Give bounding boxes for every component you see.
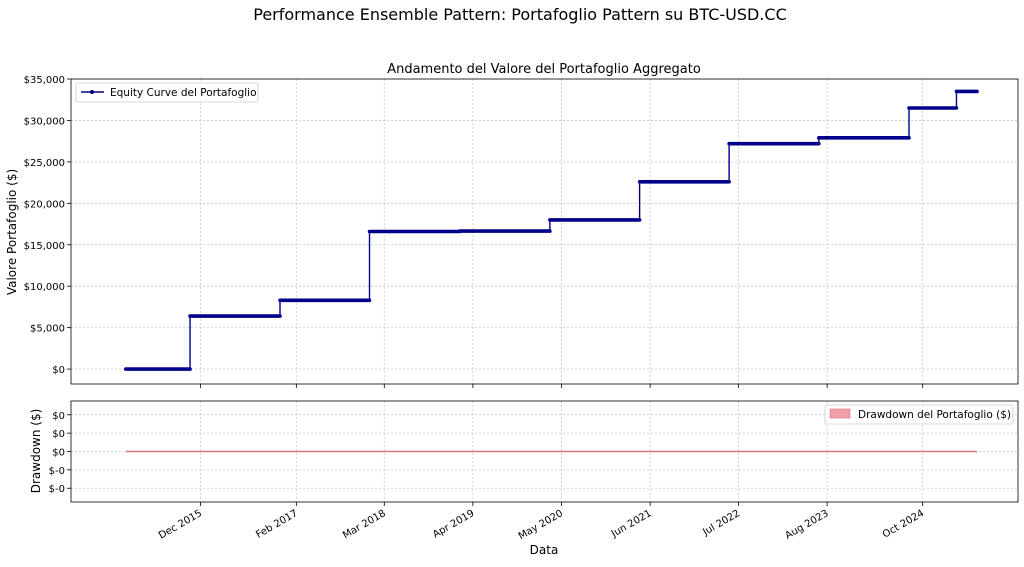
equity-panel: Andamento del Valore del Portafoglio Agg… [5,62,1019,388]
equity-panel-title: Andamento del Valore del Portafoglio Agg… [387,62,701,77]
drawdown-y-tick-label: $-0 [49,484,65,495]
drawdown-x-ticks: Dec 2015 Feb 2017 Mar 2018 Apr 2019 May 2020… [157,502,926,542]
equity-series [124,89,979,371]
x-tick-label: Oct 2024 [881,508,926,540]
x-tick-label: Mar 2018 [341,508,388,541]
equity-y-tick-label: $0 [52,365,65,376]
equity-y-tick-label: $30,000 [24,116,65,127]
equity-x-ticks [200,384,924,388]
drawdown-panel: $-0 $-0 $0 $0 $0 Dec 2015 Feb 2017 Mar 2018 Apr… [29,400,1019,557]
equity-legend-label: Equity Curve del Portafoglio [110,87,257,99]
drawdown-x-label: Data [530,543,559,557]
drawdown-legend-swatch [829,408,851,419]
equity-y-label: Valore Portafoglio ($) [5,169,19,295]
equity-axes-frame [70,78,1019,385]
x-tick-label: Feb 2017 [254,508,300,541]
drawdown-legend[interactable]: Drawdown del Portafoglio ($) [824,404,1014,425]
x-tick-label: Jun 2021 [609,508,654,540]
x-tick-label: May 2020 [517,508,565,542]
drawdown-legend-box [824,404,1014,425]
equity-y-tick-label: $5,000 [30,324,65,335]
x-tick-label: Dec 2015 [157,508,204,542]
drawdown-y-tick-label: $-0 [49,466,65,477]
equity-y-tick-label: $20,000 [24,199,65,210]
equity-y-tick-label: $10,000 [24,282,65,293]
drawdown-y-tick-label: $0 [52,429,65,440]
drawdown-y-ticks: $-0 $-0 $0 $0 $0 [49,411,71,495]
drawdown-y-tick-label: $0 [52,411,65,422]
equity-y-ticks: $0 $5,000 $10,000 $15,000 $20,000 $25,000 $30,… [24,75,71,376]
drawdown-y-label: Drawdown ($) [29,409,43,494]
x-tick-label: Apr 2019 [431,508,476,540]
equity-legend-marker [90,90,94,94]
equity-y-tick-label: $35,000 [24,75,65,86]
x-tick-label: Jul 2022 [700,508,742,538]
drawdown-legend-label: Drawdown del Portafoglio ($) [858,409,1011,421]
equity-legend[interactable]: Equity Curve del Portafoglio [75,82,259,103]
equity-y-tick-label: $25,000 [24,158,65,169]
drawdown-y-tick-label: $0 [52,448,65,459]
x-tick-label: Aug 2023 [783,508,830,542]
equity-y-tick-label: $15,000 [24,241,65,252]
equity-legend-box [75,82,259,103]
figure-title: Performance Ensemble Pattern: Portafogli… [253,5,787,24]
equity-grid [71,78,1018,384]
